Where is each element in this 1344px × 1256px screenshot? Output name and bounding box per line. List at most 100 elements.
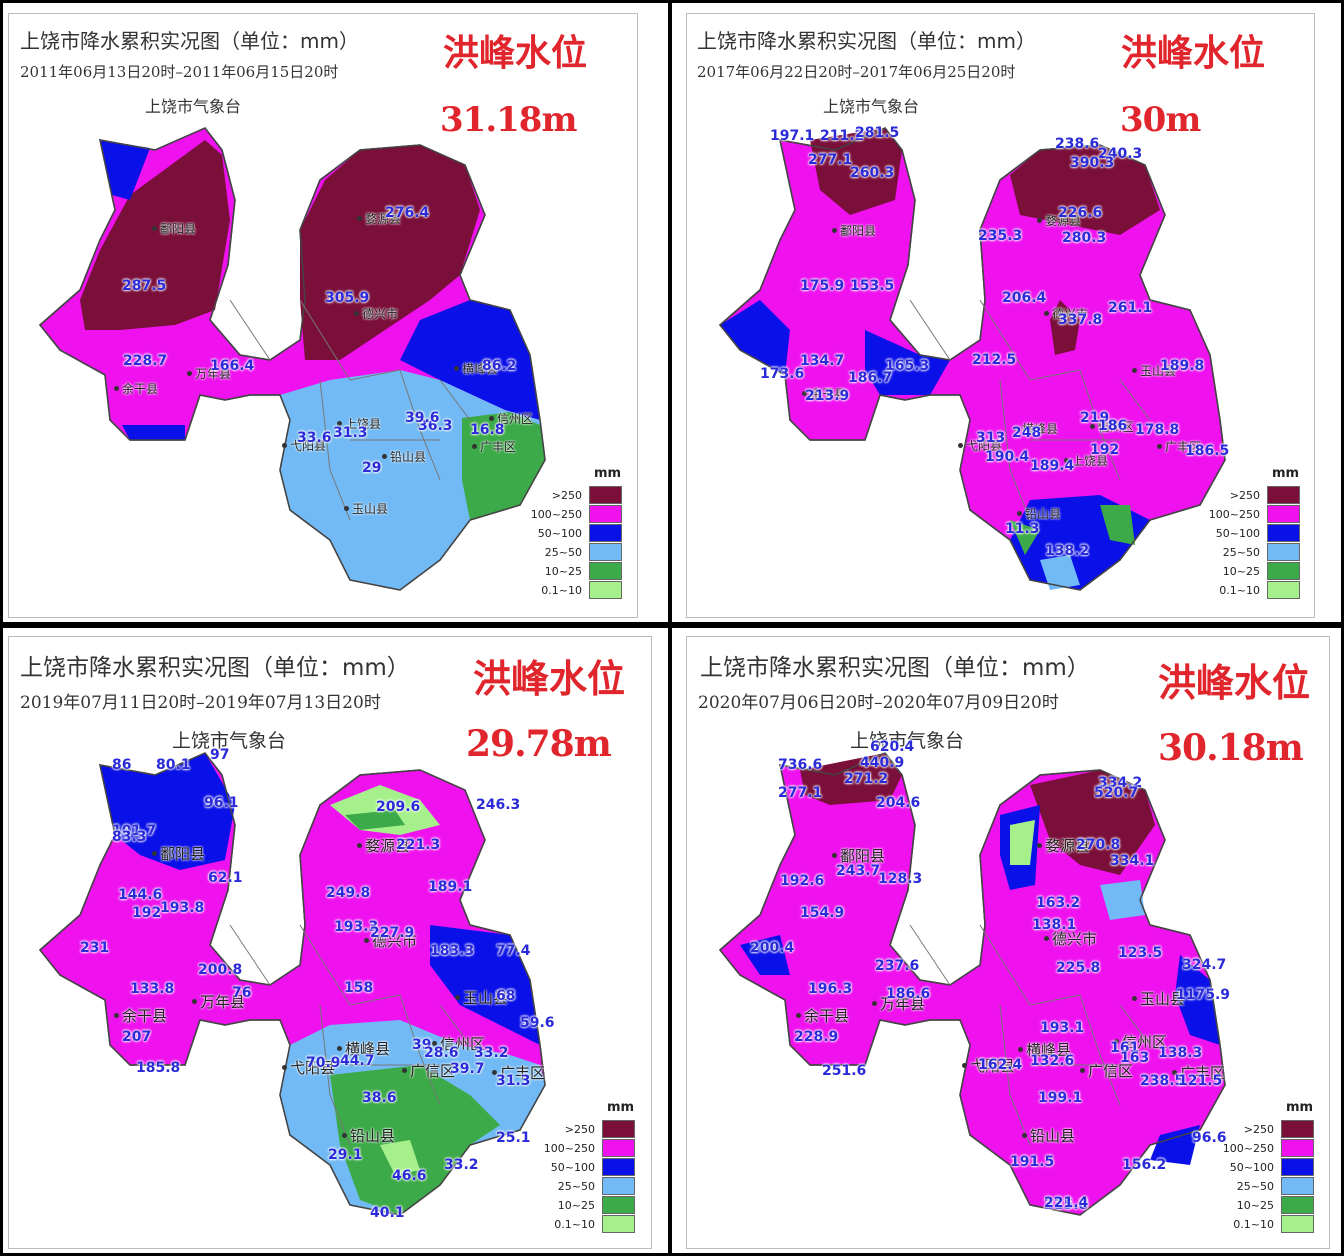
rainfall-value: 238.6 [1055, 136, 1100, 152]
rainfall-value: 196.3 [808, 981, 853, 997]
legend-label: 25~50 [557, 1180, 595, 1193]
legend-swatch [589, 486, 622, 504]
rainfall-value: 213.9 [805, 388, 850, 404]
rainfall-value: 46.6 [392, 1168, 427, 1184]
rainfall-value: 197.1 [770, 128, 815, 144]
rainfall-value: 68 [496, 988, 516, 1004]
rainfall-value: 225.8 [1056, 960, 1101, 976]
rainfall-value: 520.7 [1094, 785, 1139, 801]
rainfall-value: 206.4 [1002, 290, 1047, 306]
station-dot [962, 1062, 967, 1068]
county-label: 婺源县 [1045, 837, 1091, 855]
legend-title: mm [1272, 466, 1300, 481]
panel-4-flood-level: 30.18m [1158, 727, 1304, 769]
legend-swatch [1267, 581, 1300, 599]
legend-swatch [602, 1158, 635, 1176]
legend-row: 25~50 [1224, 1177, 1314, 1196]
rainfall-value: 44.7 [340, 1053, 375, 1069]
rainfall-value: 189.8 [1160, 358, 1205, 374]
map-2017 [719, 127, 1226, 591]
rainfall-value: 132.6 [1030, 1053, 1075, 1069]
rainfall-value: 227.9 [370, 925, 415, 941]
rainfall-value: 185.8 [136, 1060, 181, 1076]
legend-label: 100~250 [1208, 508, 1260, 521]
county-label: 德兴市 [1052, 307, 1089, 321]
county-label: 广丰区 [500, 1064, 546, 1082]
legend-label: 25~50 [1222, 546, 1260, 559]
rainfall-value: 228.9 [794, 1029, 839, 1045]
rainfall-value: 228.7 [123, 353, 168, 369]
legend-swatch [589, 581, 622, 599]
rainfall-value: 281.5 [855, 125, 900, 141]
rainfall-value: 189.1 [428, 879, 473, 895]
station-dot [1044, 935, 1049, 941]
station-dot [1022, 1132, 1027, 1138]
legend-row: 100~250 [531, 505, 622, 524]
station-dot [455, 994, 460, 1000]
legend-row: 100~250 [1208, 505, 1300, 524]
county-label: 弋阳县 [970, 1057, 1016, 1075]
rainfall-value: 246.3 [476, 797, 521, 813]
legend-swatch [589, 562, 622, 580]
rainfall-value: 193.1 [1040, 1020, 1085, 1036]
rainfall-value: 287.5 [122, 278, 167, 294]
rainfall-value: 260.3 [850, 165, 895, 181]
rainfall-value: 40.1 [370, 1205, 405, 1221]
rainfall-value: 31.3 [333, 425, 368, 441]
legend-title: mm [1286, 1100, 1314, 1115]
legend-swatch [602, 1196, 635, 1214]
rainfall-value: 221.3 [396, 837, 441, 853]
rainfall-value: 25.1 [496, 1130, 531, 1146]
station-dot [472, 444, 477, 449]
rainfall-value: 191.5 [1010, 1154, 1055, 1170]
rainfall-value: 165.3 [885, 358, 930, 374]
panel-4-date-range: 2020年07月06日20时–2020年07月09日20时 [698, 693, 1059, 713]
county-label: 婺源县 [365, 212, 402, 226]
county-label: 横峰县 [1022, 422, 1059, 436]
rainfall-value: 215.8 [1044, 1197, 1089, 1213]
panel-3-date-range: 2019年07月11日20时–2019年07月13日20时 [20, 693, 381, 713]
legend-swatch [1267, 562, 1300, 580]
legend-swatch [1267, 505, 1300, 523]
county-label: 铅山县 [1030, 1127, 1076, 1145]
station-dot [187, 371, 192, 376]
station-dot [337, 421, 342, 426]
rainfall-value: 440.9 [860, 755, 905, 771]
county-label: 婺源县 [1045, 214, 1082, 228]
county-label: 余干县 [122, 1007, 168, 1025]
legend-row: >250 [1210, 486, 1300, 505]
rainfall-value: 138.2 [1045, 543, 1090, 559]
rainfall-value: 199.1 [1038, 1090, 1083, 1106]
rainfall-value: 166.4 [210, 358, 255, 374]
station-dot [958, 443, 963, 448]
legend-row: 100~250 [544, 1139, 635, 1158]
county-label: 广丰区 [480, 440, 517, 454]
rainfall-value: 39.7 [450, 1061, 485, 1077]
rainfall-value: 80.1 [156, 757, 191, 773]
rainfall-value: 62.1 [208, 870, 243, 886]
panel-2-title: 上饶市降水累积实况图（单位：mm） [697, 29, 1036, 53]
legend-label: 0.1~10 [1233, 1218, 1274, 1231]
station-dot [1064, 458, 1069, 463]
rainfall-value: 162.4 [978, 1057, 1023, 1073]
legend-label: 25~50 [1236, 1180, 1274, 1193]
rainfall-value: 39.6 [405, 410, 440, 426]
legend-label: >250 [1229, 489, 1260, 502]
panel-3-station: 上饶市气象台 [172, 730, 287, 752]
station-dot [1157, 444, 1162, 449]
legend-title: mm [594, 466, 622, 481]
rainfall-value: 192 [132, 905, 162, 921]
station-dot [1037, 218, 1042, 223]
legend-row: 10~25 [1210, 562, 1300, 581]
county-label: 弋阳县 [966, 439, 1003, 453]
county-label: 铅山县 [1025, 507, 1062, 521]
rainfall-value: 192.6 [780, 873, 825, 889]
rainfall-value: 83.3 [112, 829, 147, 845]
legend-row: 25~50 [545, 1177, 635, 1196]
rainfall-value: 736.6 [778, 757, 823, 773]
county-label: 鄱阳县 [840, 847, 886, 865]
legend-swatch [1281, 1196, 1314, 1214]
county-label: 广信区 [1088, 1062, 1134, 1080]
station-dot [382, 454, 387, 459]
county-label: 万年县 [880, 995, 926, 1013]
